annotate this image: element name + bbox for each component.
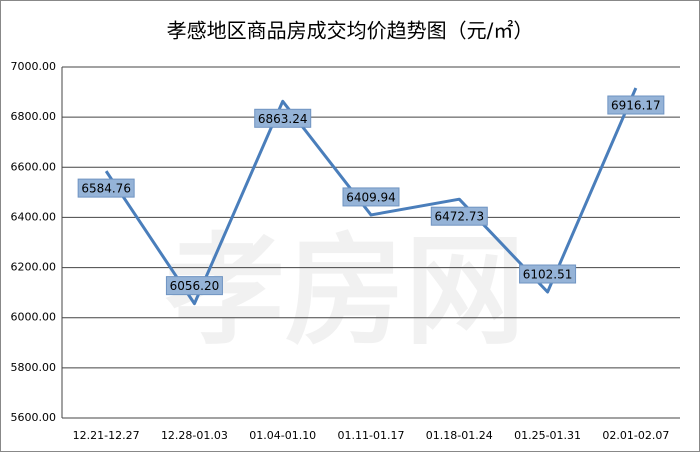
data-label-box xyxy=(165,276,223,296)
data-label: 6102.51 xyxy=(523,268,573,282)
y-tick-label: 6600.00 xyxy=(11,160,57,173)
y-tick-label: 5800.00 xyxy=(11,361,57,374)
data-label-box xyxy=(254,108,312,128)
data-label-box xyxy=(342,187,400,207)
x-tick-label: 01.18-01.24 xyxy=(426,429,493,442)
y-tick-label: 6200.00 xyxy=(11,261,57,274)
x-tick-label: 01.11-01.17 xyxy=(338,429,405,442)
y-tick-label: 7000.00 xyxy=(11,60,57,73)
x-tick-label: 12.21-12.27 xyxy=(73,429,140,442)
data-label: 6584.76 xyxy=(81,182,131,196)
y-tick-label: 6800.00 xyxy=(11,110,57,123)
data-label-box xyxy=(77,178,135,198)
x-tick-label: 01.04-01.10 xyxy=(249,429,316,442)
y-tick-label: 6400.00 xyxy=(11,210,57,223)
chart-title: 孝感地区商品房成交均价趋势图（元/㎡） xyxy=(167,19,534,43)
data-label-box xyxy=(430,206,488,226)
data-label-box xyxy=(519,264,577,284)
data-label: 6472.73 xyxy=(434,210,484,224)
data-label-box xyxy=(607,95,665,115)
y-tick-label: 6000.00 xyxy=(11,311,57,324)
x-tick-label: 01.25-01.31 xyxy=(514,429,581,442)
x-tick-label: 12.28-01.03 xyxy=(161,429,228,442)
data-label: 6916.17 xyxy=(611,99,661,113)
data-label: 6056.20 xyxy=(170,279,220,293)
x-tick-label: 02.01-02.07 xyxy=(602,429,669,442)
line xyxy=(104,87,638,306)
watermark: 孝房网 xyxy=(165,223,525,362)
data-label: 6409.94 xyxy=(346,190,396,204)
data-label: 6863.24 xyxy=(258,112,308,126)
y-tick-label: 5600.00 xyxy=(11,411,57,424)
